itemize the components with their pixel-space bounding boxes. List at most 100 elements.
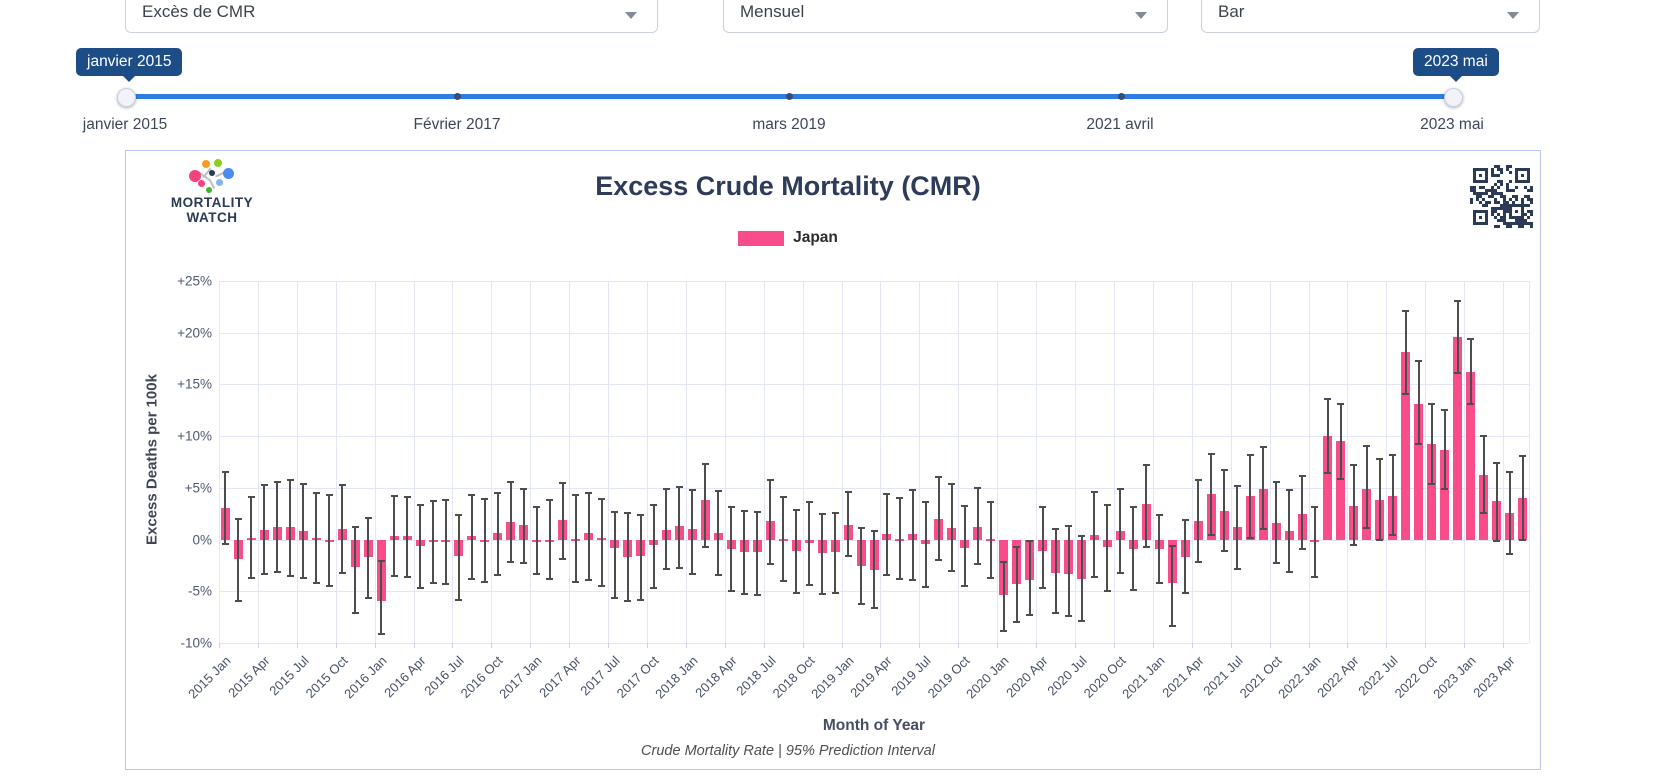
legend[interactable]: Japan bbox=[126, 229, 1450, 251]
error-bar-cap bbox=[312, 582, 320, 585]
error-bar bbox=[1443, 409, 1446, 490]
error-bar bbox=[1508, 471, 1511, 556]
error-bar bbox=[678, 485, 681, 569]
error-bar bbox=[250, 496, 253, 579]
error-bar bbox=[302, 483, 305, 579]
error-bar bbox=[406, 496, 409, 578]
error-bar-cap bbox=[1259, 528, 1267, 531]
error-bar bbox=[743, 509, 746, 596]
error-bar-cap bbox=[675, 566, 683, 569]
error-bar-cap bbox=[1272, 562, 1280, 565]
error-bar bbox=[393, 495, 396, 577]
error-bar bbox=[315, 491, 318, 585]
error-bar bbox=[1145, 464, 1148, 548]
gridline-vertical bbox=[1503, 281, 1505, 643]
error-bar-cap bbox=[1168, 544, 1176, 547]
error-bar-cap bbox=[922, 500, 930, 503]
error-bar-cap bbox=[598, 498, 606, 501]
error-bar bbox=[367, 516, 370, 599]
gridline-vertical bbox=[997, 281, 999, 643]
error-bar-cap bbox=[221, 542, 229, 545]
error-bar-cap bbox=[1298, 547, 1306, 550]
error-bar-cap bbox=[520, 562, 528, 565]
error-bar bbox=[1067, 525, 1070, 618]
gridline-vertical bbox=[296, 281, 298, 643]
brand-name-line1: MORTALITY bbox=[170, 195, 254, 210]
error-bar bbox=[1093, 490, 1096, 578]
gridline-horizontal bbox=[219, 643, 1529, 644]
error-bar bbox=[1041, 506, 1044, 590]
error-bar bbox=[1301, 475, 1304, 550]
slider-tick-label: mars 2019 bbox=[752, 116, 826, 133]
error-bar-cap bbox=[637, 598, 645, 601]
error-bar-cap bbox=[1389, 453, 1397, 456]
x-tick-mark bbox=[841, 643, 843, 648]
error-bar-cap bbox=[974, 486, 982, 489]
frequency-select[interactable]: Mensuel bbox=[723, 0, 1168, 33]
error-bar-cap bbox=[1039, 587, 1047, 590]
error-bar-cap bbox=[1065, 615, 1073, 618]
error-bar bbox=[535, 506, 538, 575]
slider-tick-dot bbox=[1118, 93, 1125, 100]
error-bar-cap bbox=[533, 506, 541, 509]
error-bar bbox=[224, 471, 227, 545]
error-bar-cap bbox=[481, 581, 489, 583]
error-bar-cap bbox=[870, 606, 878, 609]
error-bar-cap bbox=[1324, 472, 1332, 475]
error-bar-cap bbox=[1220, 549, 1228, 552]
error-bar bbox=[1378, 457, 1381, 541]
x-tick-mark bbox=[296, 643, 298, 648]
x-tick-mark bbox=[1347, 643, 1349, 648]
error-bar-cap bbox=[364, 516, 372, 519]
error-bar-cap bbox=[1013, 545, 1021, 548]
error-bar-cap bbox=[403, 496, 411, 499]
error-bar-cap bbox=[403, 575, 411, 578]
error-bar-cap bbox=[844, 490, 852, 493]
slider-tick-label: 2023 mai bbox=[1420, 116, 1484, 133]
error-bar bbox=[898, 496, 901, 580]
error-bar-cap bbox=[1103, 590, 1111, 593]
error-bar-cap bbox=[1233, 484, 1241, 487]
error-bar-cap bbox=[1285, 570, 1293, 573]
slider-track[interactable] bbox=[125, 93, 1452, 100]
error-bar-cap bbox=[1363, 445, 1371, 448]
error-bar-cap bbox=[1026, 614, 1034, 617]
gridline-vertical bbox=[880, 281, 882, 643]
error-bar bbox=[289, 478, 292, 578]
error-bar-cap bbox=[883, 492, 891, 495]
chevron-down-icon bbox=[1507, 12, 1519, 19]
error-bar-cap bbox=[494, 573, 502, 576]
error-bar bbox=[432, 500, 434, 585]
legend-swatch bbox=[738, 230, 785, 246]
error-bar-cap bbox=[1103, 504, 1111, 507]
error-bar-cap bbox=[1246, 536, 1254, 539]
error-bar bbox=[1365, 445, 1368, 530]
slider-handle-end[interactable] bbox=[1444, 88, 1463, 107]
gridline-vertical bbox=[530, 281, 532, 643]
error-bar bbox=[885, 492, 888, 576]
error-bar-cap bbox=[1181, 592, 1189, 595]
y-tick-label: +20% bbox=[177, 325, 212, 341]
error-bar-cap bbox=[1039, 506, 1047, 509]
error-bar-cap bbox=[1065, 525, 1073, 528]
error-bar-cap bbox=[429, 500, 437, 503]
x-tick-mark bbox=[1425, 643, 1427, 648]
error-bar-cap bbox=[662, 487, 670, 490]
metric-select[interactable]: Excès de CMR bbox=[125, 0, 658, 33]
error-bar bbox=[1015, 545, 1018, 624]
gridline-horizontal bbox=[219, 384, 1529, 386]
error-bar-cap bbox=[792, 508, 800, 511]
x-tick-mark bbox=[1152, 643, 1154, 648]
error-bar bbox=[237, 517, 240, 602]
error-bar-cap bbox=[1194, 561, 1202, 564]
bar bbox=[1440, 449, 1450, 540]
error-bar bbox=[782, 496, 785, 582]
error-bar-cap bbox=[260, 484, 268, 487]
error-bar-cap bbox=[753, 594, 761, 597]
error-bar bbox=[1262, 446, 1265, 531]
error-bar bbox=[1339, 403, 1342, 480]
slider-handle-start[interactable] bbox=[117, 88, 136, 107]
error-bar-cap bbox=[312, 491, 320, 494]
chart-type-select[interactable]: Bar bbox=[1201, 0, 1540, 33]
